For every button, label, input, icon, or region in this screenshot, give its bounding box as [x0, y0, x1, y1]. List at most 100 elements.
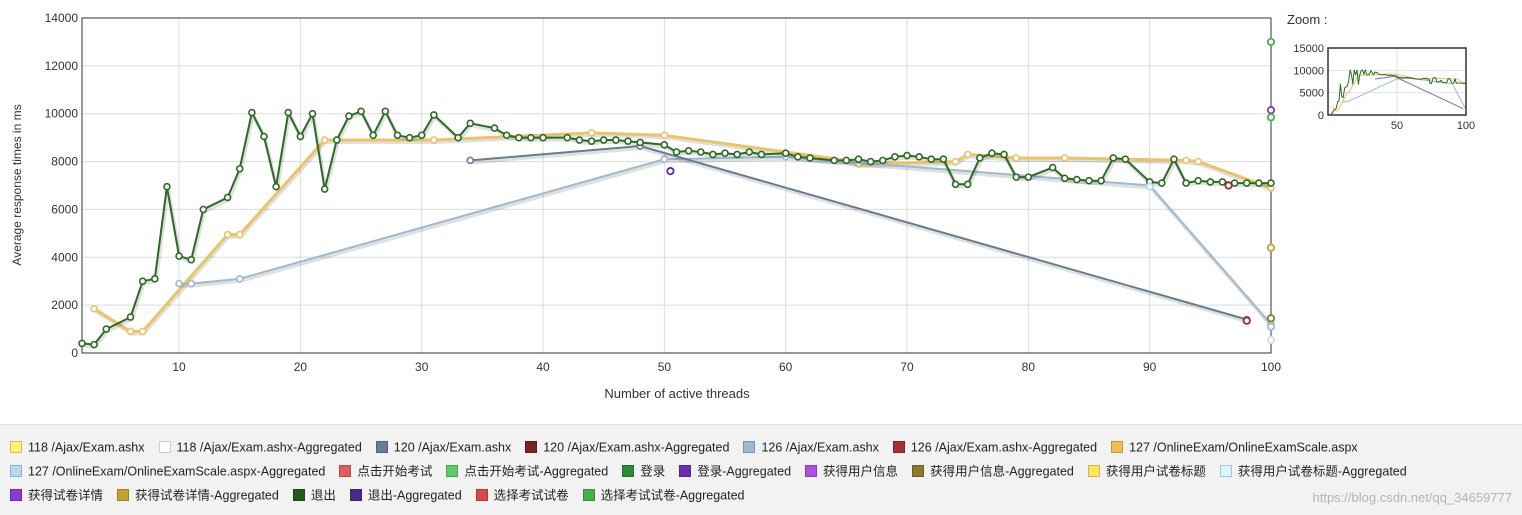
data-point[interactable]	[1242, 179, 1251, 187]
data-point[interactable]	[490, 124, 499, 132]
data-point[interactable]	[223, 230, 232, 239]
data-point[interactable]	[175, 252, 183, 260]
data-point[interactable]	[1266, 335, 1276, 344]
data-point[interactable]	[1060, 154, 1069, 162]
data-point[interactable]	[781, 149, 790, 157]
data-point[interactable]	[90, 304, 98, 313]
data-point[interactable]	[138, 277, 147, 286]
data-point[interactable]	[660, 141, 669, 149]
data-point[interactable]	[332, 136, 341, 144]
data-point[interactable]	[612, 136, 620, 144]
data-point[interactable]	[963, 180, 972, 189]
data-point[interactable]	[1182, 179, 1190, 187]
data-point[interactable]	[1206, 178, 1215, 186]
data-point[interactable]	[757, 150, 766, 159]
data-point[interactable]	[939, 155, 948, 163]
legend-item[interactable]: 退出	[292, 483, 336, 507]
series-line[interactable]	[179, 155, 1272, 325]
data-point[interactable]	[1266, 243, 1276, 252]
data-point[interactable]	[1267, 179, 1275, 187]
data-point[interactable]	[272, 182, 280, 191]
data-point[interactable]	[1012, 154, 1021, 162]
legend-item[interactable]: 120 /Ajax/Exam.ashx	[375, 435, 511, 459]
data-point[interactable]	[1218, 178, 1227, 186]
data-point[interactable]	[90, 340, 98, 349]
legend-item[interactable]: 118 /Ajax/Exam.ashx-Aggregated	[158, 435, 362, 459]
data-point[interactable]	[381, 107, 390, 116]
end-points[interactable]	[666, 37, 1276, 344]
data-point[interactable]	[1158, 179, 1166, 187]
legend-item[interactable]: 获得用户信息	[805, 459, 898, 483]
data-point[interactable]	[454, 133, 462, 142]
data-point[interactable]	[1194, 176, 1203, 185]
data-point[interactable]	[599, 136, 608, 144]
data-point[interactable]	[963, 150, 972, 159]
data-point[interactable]	[150, 275, 159, 283]
data-point[interactable]	[636, 138, 644, 147]
data-point[interactable]	[1266, 322, 1276, 331]
data-point[interactable]	[138, 327, 147, 336]
data-point[interactable]	[915, 152, 923, 161]
legend-item[interactable]: 点击开始考试	[339, 459, 432, 483]
legend-item[interactable]: 获得试卷详情	[10, 483, 103, 507]
data-point[interactable]	[393, 131, 402, 140]
data-point[interactable]	[369, 131, 377, 140]
data-point[interactable]	[466, 119, 475, 128]
legend-item[interactable]: 登录-Aggregated	[679, 459, 791, 483]
data-point[interactable]	[1024, 173, 1033, 181]
data-point[interactable]	[696, 148, 705, 156]
data-point[interactable]	[1266, 314, 1276, 323]
legend-item[interactable]: 126 /Ajax/Exam.ashx-Aggregated	[892, 435, 1097, 459]
data-point[interactable]	[624, 137, 632, 146]
legend-item[interactable]: 选择考试试卷-Aggregated	[582, 483, 744, 507]
zoom-chart[interactable]: 0 5000 10000 15000 50 100	[1282, 8, 1502, 138]
data-point[interactable]	[430, 111, 438, 119]
data-point[interactable]	[575, 136, 584, 144]
data-point[interactable]	[345, 112, 353, 120]
data-point[interactable]	[320, 136, 329, 144]
data-point[interactable]	[1060, 174, 1069, 183]
data-point[interactable]	[709, 150, 717, 159]
data-point[interactable]	[199, 205, 208, 214]
data-point[interactable]	[175, 279, 183, 288]
data-point[interactable]	[854, 155, 863, 163]
data-point[interactable]	[733, 150, 741, 159]
data-point[interactable]	[235, 164, 244, 173]
data-point[interactable]	[78, 339, 86, 348]
data-point[interactable]	[1224, 181, 1233, 190]
data-point[interactable]	[1085, 176, 1093, 185]
data-point[interactable]	[1048, 163, 1057, 172]
data-point[interactable]	[527, 133, 535, 142]
data-point[interactable]	[660, 155, 669, 163]
data-point[interactable]	[1242, 316, 1251, 325]
data-point[interactable]	[502, 131, 511, 140]
zoom-panel[interactable]: 0 5000 10000 15000 50 100 Zoom :	[1282, 8, 1502, 138]
data-point[interactable]	[357, 107, 365, 116]
legend-item[interactable]: 126 /Ajax/Exam.ashx	[743, 435, 879, 459]
data-point[interactable]	[126, 327, 135, 336]
data-point[interactable]	[1266, 37, 1276, 47]
data-point[interactable]	[866, 157, 875, 166]
data-point[interactable]	[430, 136, 438, 144]
data-point[interactable]	[891, 152, 899, 161]
data-point[interactable]	[587, 129, 596, 137]
legend-item[interactable]: 获得试卷详情-Aggregated	[117, 483, 279, 507]
data-point[interactable]	[794, 152, 802, 161]
data-point[interactable]	[927, 155, 936, 163]
legend-item[interactable]: 点击开始考试-Aggregated	[446, 459, 608, 483]
data-point[interactable]	[284, 108, 293, 117]
legend-item[interactable]: 127 /OnlineExam/OnlineExamScale.aspx	[1111, 435, 1358, 459]
legend-item[interactable]: 获得用户试卷标题	[1087, 459, 1206, 483]
data-point[interactable]	[1097, 176, 1105, 185]
data-point[interactable]	[878, 156, 887, 165]
data-point[interactable]	[672, 148, 681, 156]
data-point[interactable]	[102, 325, 111, 333]
data-point[interactable]	[1000, 150, 1008, 159]
data-point[interactable]	[721, 149, 729, 157]
legend-item[interactable]: 选择考试试卷	[475, 483, 569, 507]
data-point[interactable]	[745, 148, 754, 156]
legend-item[interactable]: 退出-Aggregated	[349, 483, 462, 507]
data-point[interactable]	[1073, 175, 1081, 184]
data-point[interactable]	[684, 147, 693, 155]
data-point[interactable]	[248, 108, 256, 117]
